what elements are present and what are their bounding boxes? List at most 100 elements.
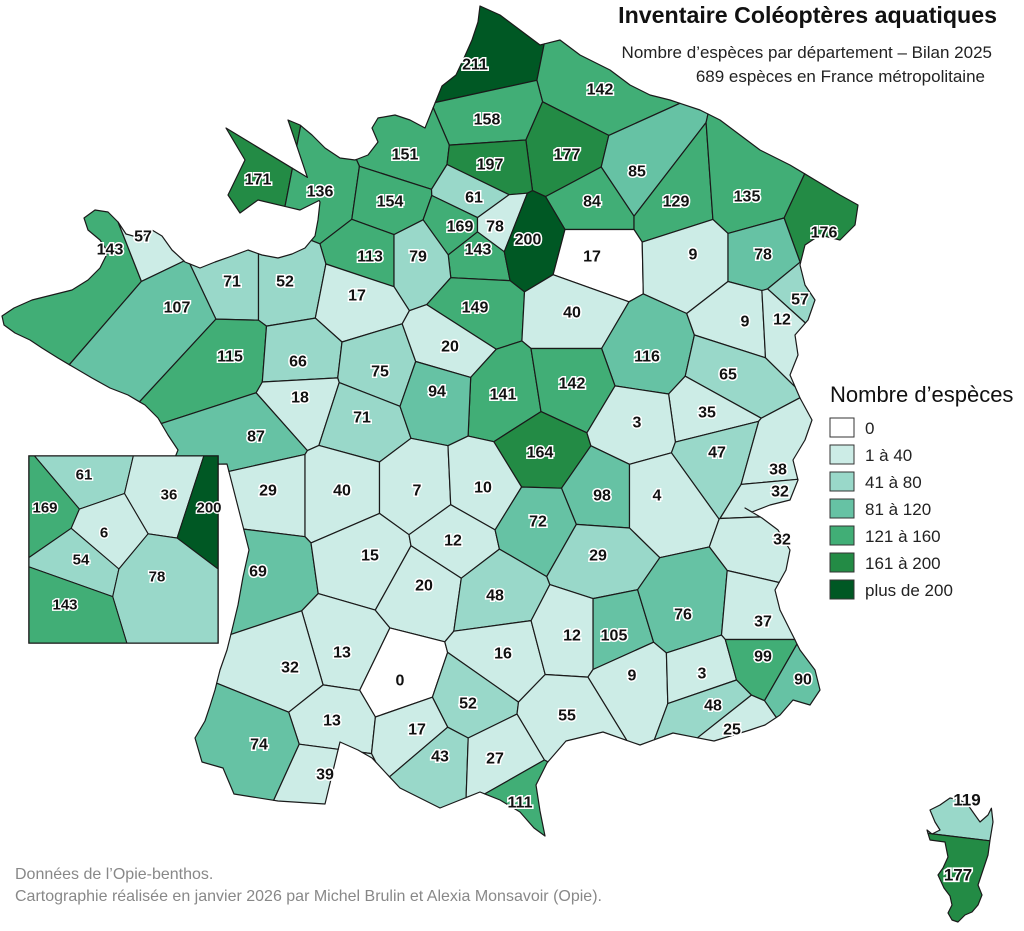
svg-text:29: 29 — [589, 548, 607, 565]
svg-text:32: 32 — [773, 532, 791, 549]
svg-text:136: 136 — [307, 184, 334, 201]
svg-text:36: 36 — [161, 487, 178, 504]
svg-text:154: 154 — [377, 194, 404, 211]
svg-text:65: 65 — [719, 367, 737, 384]
svg-text:689 espèces en France métropol: 689 espèces en France métropolitaine — [696, 67, 985, 86]
svg-text:78: 78 — [149, 569, 166, 586]
svg-text:20: 20 — [441, 339, 459, 356]
svg-text:78: 78 — [754, 247, 772, 264]
svg-text:69: 69 — [249, 564, 267, 581]
svg-text:113: 113 — [357, 249, 383, 266]
svg-text:52: 52 — [276, 274, 294, 291]
svg-text:37: 37 — [754, 614, 772, 631]
svg-text:32: 32 — [281, 660, 299, 677]
svg-text:54: 54 — [73, 552, 90, 569]
svg-text:169: 169 — [32, 500, 57, 517]
svg-text:55: 55 — [558, 708, 576, 725]
svg-text:151: 151 — [392, 147, 419, 164]
svg-text:9: 9 — [628, 668, 637, 685]
svg-text:76: 76 — [674, 607, 692, 624]
svg-text:177: 177 — [554, 147, 581, 164]
svg-text:29: 29 — [259, 483, 277, 500]
svg-text:38: 38 — [769, 462, 787, 479]
svg-text:72: 72 — [529, 514, 547, 531]
svg-text:17: 17 — [408, 722, 426, 739]
svg-text:61: 61 — [76, 467, 93, 484]
svg-text:7: 7 — [413, 483, 422, 500]
svg-text:27: 27 — [486, 751, 504, 768]
svg-text:105: 105 — [601, 628, 628, 645]
svg-text:94: 94 — [428, 384, 446, 401]
svg-text:61: 61 — [465, 190, 483, 207]
svg-text:9: 9 — [741, 314, 750, 331]
svg-text:9: 9 — [689, 247, 698, 264]
svg-text:211: 211 — [462, 57, 488, 74]
svg-text:99: 99 — [754, 649, 772, 666]
svg-text:0: 0 — [865, 419, 874, 438]
svg-text:142: 142 — [587, 82, 614, 99]
svg-text:85: 85 — [628, 164, 646, 181]
svg-text:Données de l’Opie-benthos.: Données de l’Opie-benthos. — [15, 866, 213, 883]
svg-text:200: 200 — [196, 500, 221, 517]
svg-text:143: 143 — [465, 242, 492, 259]
svg-text:141: 141 — [490, 387, 517, 404]
svg-text:43: 43 — [431, 749, 449, 766]
svg-text:79: 79 — [409, 249, 427, 266]
svg-text:12: 12 — [773, 312, 791, 329]
svg-text:142: 142 — [559, 376, 586, 393]
svg-text:119: 119 — [953, 791, 980, 810]
svg-text:1 à 40: 1 à 40 — [865, 446, 912, 465]
svg-text:39: 39 — [316, 767, 334, 784]
svg-text:40: 40 — [333, 483, 351, 500]
svg-text:57: 57 — [791, 292, 809, 309]
svg-text:143: 143 — [52, 597, 77, 614]
svg-text:4: 4 — [653, 488, 662, 505]
svg-text:57: 57 — [134, 229, 152, 246]
svg-text:135: 135 — [734, 189, 761, 206]
svg-text:71: 71 — [223, 274, 241, 291]
svg-text:12: 12 — [563, 628, 581, 645]
svg-text:16: 16 — [494, 646, 512, 663]
svg-text:32: 32 — [771, 484, 789, 501]
svg-text:18: 18 — [291, 390, 309, 407]
svg-text:17: 17 — [348, 288, 366, 305]
svg-text:78: 78 — [486, 219, 504, 236]
svg-text:164: 164 — [527, 445, 554, 462]
svg-text:48: 48 — [704, 698, 722, 715]
svg-text:3: 3 — [698, 666, 707, 683]
svg-text:107: 107 — [164, 300, 191, 317]
svg-text:98: 98 — [593, 488, 611, 505]
svg-text:48: 48 — [486, 588, 504, 605]
svg-text:66: 66 — [289, 354, 307, 371]
svg-text:35: 35 — [698, 405, 716, 422]
svg-text:81 à 120: 81 à 120 — [865, 500, 931, 519]
svg-text:158: 158 — [474, 112, 501, 129]
svg-text:20: 20 — [415, 578, 433, 595]
svg-text:12: 12 — [444, 533, 462, 550]
svg-text:87: 87 — [247, 429, 265, 446]
svg-text:52: 52 — [459, 696, 477, 713]
svg-text:47: 47 — [708, 445, 726, 462]
svg-text:13: 13 — [323, 713, 341, 730]
svg-text:plus de 200: plus de 200 — [865, 581, 953, 600]
svg-text:15: 15 — [361, 548, 379, 565]
svg-text:143: 143 — [97, 242, 124, 259]
svg-text:200: 200 — [515, 232, 542, 249]
svg-text:71: 71 — [353, 410, 371, 427]
svg-text:40: 40 — [563, 305, 581, 322]
svg-text:176: 176 — [811, 225, 838, 242]
svg-text:13: 13 — [333, 645, 351, 662]
svg-text:Inventaire Coléoptères aquatiq: Inventaire Coléoptères aquatiques — [618, 2, 997, 28]
svg-text:121 à 160: 121 à 160 — [865, 527, 941, 546]
svg-text:Nombre d’espèces par départeme: Nombre d’espèces par département – Bilan… — [622, 43, 992, 62]
svg-text:Cartographie réalisée en janvi: Cartographie réalisée en janvier 2026 pa… — [15, 888, 602, 905]
svg-text:Nombre d’espèces: Nombre d’espèces — [830, 382, 1013, 407]
svg-text:161 à 200: 161 à 200 — [865, 554, 941, 573]
svg-text:75: 75 — [371, 364, 389, 381]
svg-text:149: 149 — [462, 300, 489, 317]
svg-text:84: 84 — [583, 194, 601, 211]
svg-text:116: 116 — [634, 349, 660, 366]
svg-text:25: 25 — [723, 722, 741, 739]
svg-text:197: 197 — [477, 157, 504, 174]
svg-text:6: 6 — [100, 525, 108, 542]
